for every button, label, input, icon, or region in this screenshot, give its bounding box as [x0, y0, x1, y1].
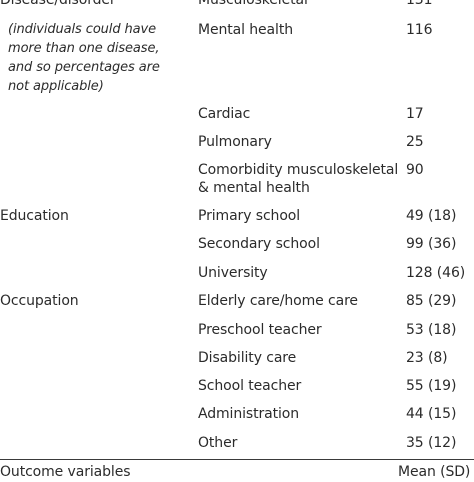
row-label-administration: Administration: [198, 406, 300, 422]
row-value-mental-health: 116: [406, 22, 433, 38]
group-label-disease: Disease/disorder: [0, 0, 116, 8]
row-label-secondary-school: Secondary school: [198, 236, 320, 252]
disease-note-line-1: (individuals could have: [8, 22, 157, 37]
row-label-university: University: [198, 265, 268, 281]
row-value-university: 128 (46): [406, 265, 466, 281]
disease-note-line-4: not applicable): [8, 79, 104, 94]
disease-note-line-2: more than one disease,: [8, 41, 160, 56]
disease-note-line-3: and so percentages are: [8, 60, 160, 75]
row-label-other: Other: [198, 435, 238, 451]
row-value-elderly-care: 85 (29): [406, 293, 457, 309]
row-label-comorbidity-line-1: Comorbidity musculoskeletal: [198, 162, 399, 178]
row-label-primary-school: Primary school: [198, 208, 301, 224]
row-value-preschool-teacher: 53 (18): [406, 322, 457, 338]
row-label-preschool-teacher: Preschool teacher: [198, 322, 322, 338]
footer-value-mean-sd: Mean (SD): [398, 464, 471, 480]
row-value-other: 35 (12): [406, 435, 457, 451]
row-value-primary-school: 49 (18): [406, 208, 457, 224]
row-label-musculoskeletal: Musculoskeletal: [198, 0, 308, 8]
row-label-mental-health: Mental health: [198, 22, 293, 38]
row-value-musculoskeletal: 131: [406, 0, 433, 8]
row-label-disability-care: Disability care: [198, 350, 297, 366]
row-value-secondary-school: 99 (36): [406, 236, 457, 252]
footer-label-outcome-variables: Outcome variables: [0, 464, 131, 480]
row-label-cardiac: Cardiac: [198, 106, 251, 122]
row-label-pulmonary: Pulmonary: [198, 134, 272, 150]
row-value-school-teacher: 55 (19): [406, 378, 457, 394]
group-label-occupation: Occupation: [0, 293, 79, 309]
row-value-comorbidity: 90: [406, 162, 424, 178]
row-label-comorbidity-line-2: & mental health: [198, 180, 310, 196]
row-value-administration: 44 (15): [406, 406, 457, 422]
row-value-cardiac: 17: [406, 106, 424, 122]
row-value-pulmonary: 25: [406, 134, 424, 150]
row-label-elderly-care: Elderly care/home care: [198, 293, 358, 309]
row-value-disability-care: 23 (8): [406, 350, 448, 366]
group-label-education: Education: [0, 208, 69, 224]
row-label-school-teacher: School teacher: [198, 378, 302, 394]
table-divider: [0, 459, 474, 460]
